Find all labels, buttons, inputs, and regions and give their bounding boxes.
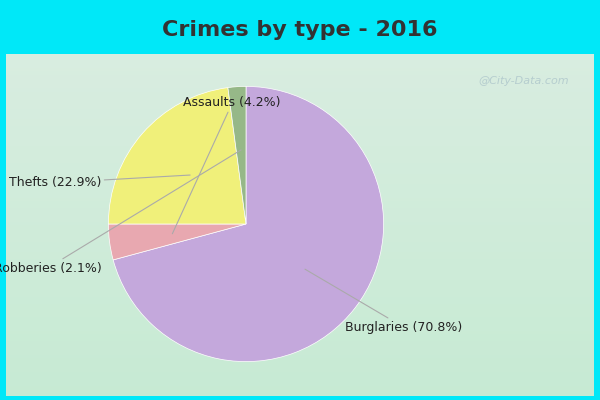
- Wedge shape: [109, 88, 246, 224]
- Text: Thefts (22.9%): Thefts (22.9%): [9, 175, 190, 189]
- Wedge shape: [109, 224, 246, 260]
- Wedge shape: [228, 86, 246, 224]
- Wedge shape: [113, 86, 383, 362]
- Text: Crimes by type - 2016: Crimes by type - 2016: [162, 20, 438, 40]
- Text: @City-Data.com: @City-Data.com: [478, 76, 569, 86]
- Text: Burglaries (70.8%): Burglaries (70.8%): [305, 269, 463, 334]
- Text: Robberies (2.1%): Robberies (2.1%): [0, 150, 241, 274]
- Text: Assaults (4.2%): Assaults (4.2%): [172, 96, 281, 234]
